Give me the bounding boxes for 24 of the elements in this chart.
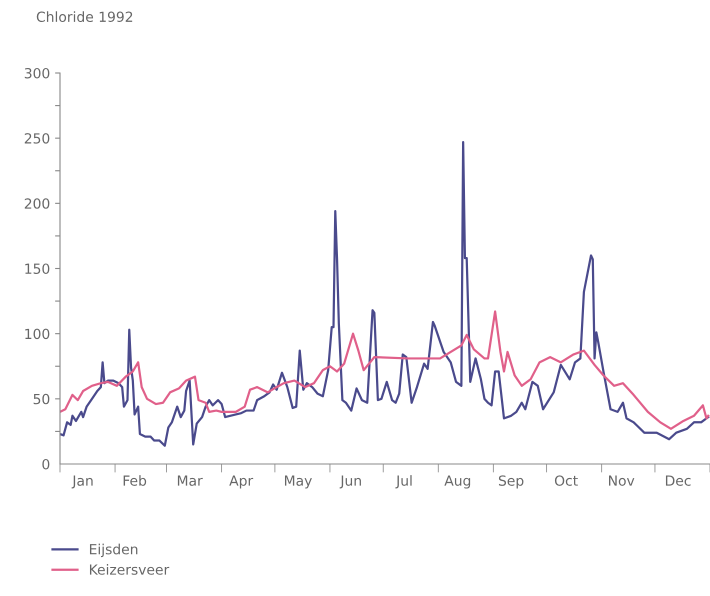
x-tick-label: Feb bbox=[124, 475, 146, 486]
y-tick-label: 250 bbox=[24, 133, 50, 144]
x-tick-label: Sep bbox=[498, 475, 524, 489]
y-tick-label: 200 bbox=[24, 198, 50, 209]
x-tick-label: Oct bbox=[554, 475, 578, 486]
x-tick-label: Aug bbox=[444, 476, 470, 489]
legend-label: Keizersveer bbox=[90, 564, 170, 575]
x-tick-label: May bbox=[284, 476, 312, 489]
x-tick-label: Dec bbox=[666, 476, 691, 486]
x-tick-label: Jan bbox=[72, 476, 93, 488]
y-tick-label: 50 bbox=[34, 394, 50, 404]
x-tick-label: Mar bbox=[178, 476, 203, 486]
y-tick-label: 0 bbox=[42, 458, 50, 470]
chart-title: Chloride 1992 bbox=[36, 11, 132, 22]
y-tick-label: 100 bbox=[25, 328, 50, 340]
line-series bbox=[60, 310, 710, 430]
y-tick-label: 300 bbox=[24, 68, 50, 78]
x-tick-label: Jun bbox=[340, 476, 361, 488]
y-tick-label: 150 bbox=[25, 263, 50, 274]
legend-label: Eijsden bbox=[90, 544, 138, 558]
x-tick-label: Nov bbox=[609, 476, 634, 486]
x-tick-label: Jul bbox=[395, 475, 412, 488]
x-tick-label: Apr bbox=[229, 476, 254, 489]
line-series bbox=[60, 140, 710, 447]
